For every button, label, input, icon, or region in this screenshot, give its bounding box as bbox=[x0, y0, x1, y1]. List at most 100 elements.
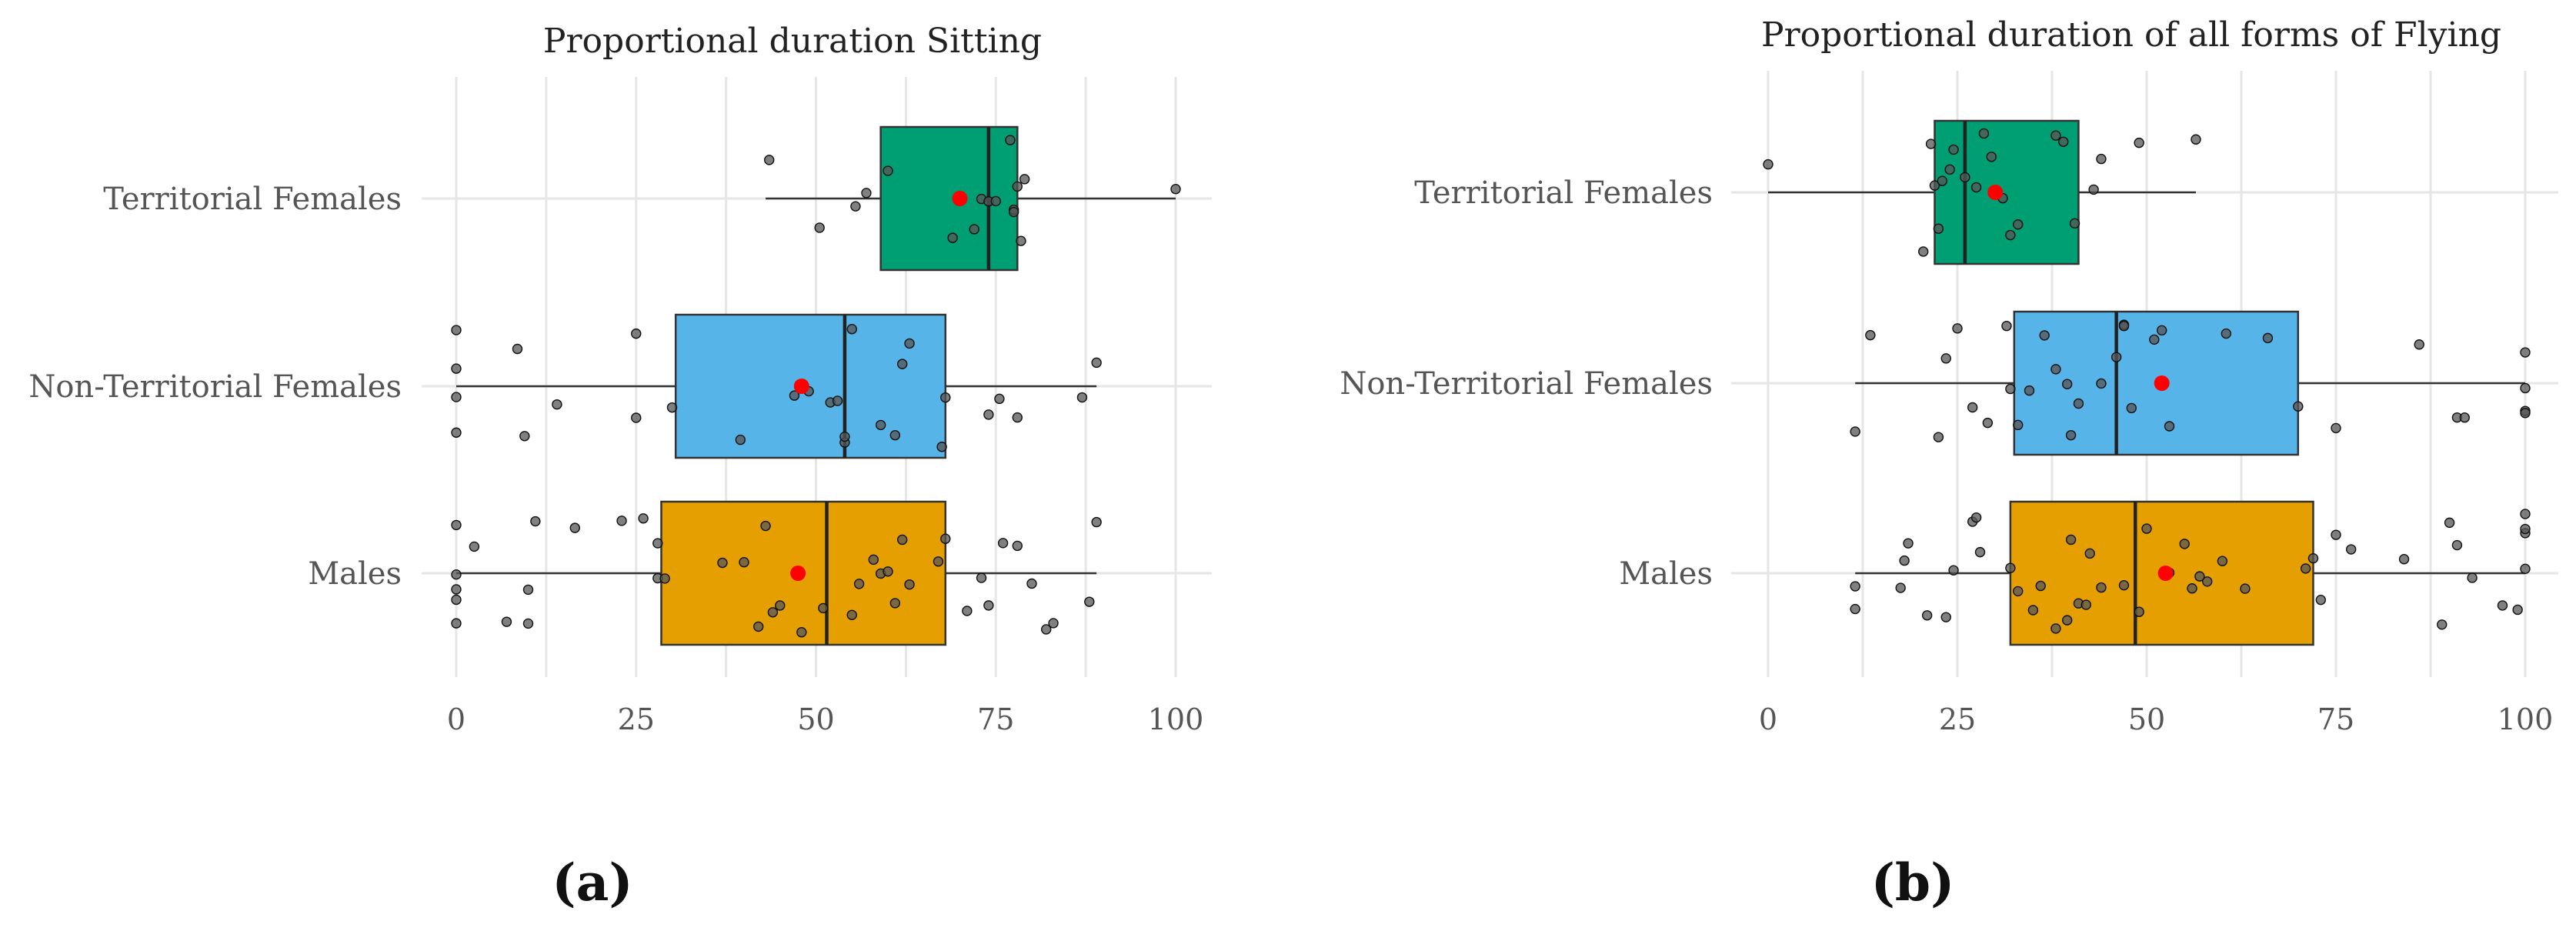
data-point bbox=[1970, 182, 1982, 193]
x-tick-label: 100 bbox=[1148, 702, 1204, 736]
category-label: Males bbox=[1619, 556, 1713, 592]
data-point bbox=[652, 538, 663, 549]
box bbox=[1934, 119, 2080, 265]
data-point bbox=[1170, 184, 1181, 195]
data-point bbox=[2065, 534, 2077, 546]
data-point bbox=[2331, 529, 2341, 540]
data-point bbox=[1944, 164, 1955, 175]
data-point bbox=[2096, 582, 2107, 593]
data-point bbox=[983, 409, 994, 420]
data-point bbox=[451, 325, 462, 335]
data-point bbox=[552, 399, 562, 410]
data-point bbox=[2050, 364, 2061, 375]
x-tick-label: 25 bbox=[618, 702, 655, 736]
data-point bbox=[1091, 516, 1102, 528]
data-point bbox=[2027, 605, 2039, 616]
data-point bbox=[832, 395, 843, 406]
data-point bbox=[764, 155, 775, 165]
data-point bbox=[1952, 323, 1963, 334]
data-point bbox=[2300, 563, 2311, 574]
data-point bbox=[2141, 523, 2152, 534]
data-point bbox=[501, 616, 512, 627]
data-point bbox=[789, 390, 800, 401]
data-point bbox=[1076, 392, 1088, 403]
panel-label: (a) bbox=[552, 853, 632, 913]
data-point bbox=[889, 598, 901, 609]
data-point bbox=[2156, 325, 2167, 336]
category-label: Non-Territorial Females bbox=[1340, 366, 1713, 402]
x-tick-label: 100 bbox=[2498, 702, 2554, 736]
data-point bbox=[2202, 576, 2213, 587]
data-point bbox=[2187, 583, 2197, 594]
data-point bbox=[1960, 172, 1970, 183]
data-point bbox=[846, 609, 857, 620]
mean-point bbox=[952, 191, 968, 206]
category-label: Males bbox=[308, 556, 402, 592]
data-point bbox=[519, 431, 530, 442]
data-point bbox=[1005, 135, 1016, 145]
data-point bbox=[2217, 556, 2228, 566]
data-point bbox=[1012, 412, 1023, 423]
data-point bbox=[2050, 130, 2061, 141]
data-point bbox=[889, 429, 901, 441]
data-point bbox=[451, 392, 462, 402]
x-tick-label: 50 bbox=[2128, 702, 2165, 736]
data-point bbox=[846, 324, 857, 335]
data-point bbox=[1903, 538, 1914, 549]
data-point bbox=[1012, 540, 1023, 552]
data-point bbox=[451, 363, 462, 374]
data-point bbox=[853, 579, 865, 589]
data-point bbox=[2065, 429, 2077, 441]
data-point bbox=[2520, 408, 2531, 419]
data-point bbox=[1948, 144, 1959, 155]
data-point bbox=[2345, 544, 2357, 555]
data-point bbox=[2262, 332, 2274, 344]
mean-point bbox=[793, 379, 809, 394]
panel-label: (b) bbox=[1871, 853, 1955, 913]
data-point bbox=[775, 600, 786, 611]
x-tick-label: 0 bbox=[447, 702, 465, 736]
data-point bbox=[1850, 581, 1860, 592]
data-point bbox=[1016, 235, 1026, 246]
data-point bbox=[1940, 353, 1951, 364]
data-point bbox=[1918, 246, 1929, 257]
data-point bbox=[2520, 347, 2531, 358]
data-point bbox=[2293, 401, 2304, 412]
data-point bbox=[2024, 385, 2035, 396]
data-point bbox=[904, 338, 915, 349]
data-point bbox=[2221, 328, 2232, 339]
data-point bbox=[2179, 539, 2190, 549]
data-point bbox=[2191, 134, 2201, 145]
data-point bbox=[1048, 618, 1059, 629]
data-point bbox=[2194, 571, 2205, 582]
data-point bbox=[2126, 402, 2137, 414]
data-point bbox=[717, 557, 728, 569]
data-point bbox=[2459, 412, 2470, 423]
x-tick-label: 75 bbox=[977, 702, 1014, 736]
data-point bbox=[2451, 539, 2463, 551]
data-point bbox=[1019, 174, 1030, 185]
data-point bbox=[1933, 432, 1944, 442]
data-point bbox=[2084, 548, 2095, 559]
data-point bbox=[2096, 378, 2107, 389]
chart-panel-b: Proportional duration of all forms of Fl… bbox=[1340, 15, 2558, 913]
data-point bbox=[1937, 175, 1948, 186]
data-point bbox=[451, 594, 462, 606]
mean-point bbox=[2157, 566, 2174, 581]
data-point bbox=[2467, 572, 2478, 583]
data-point bbox=[522, 584, 534, 596]
data-point bbox=[861, 188, 872, 199]
data-point bbox=[2005, 562, 2016, 573]
data-point bbox=[512, 343, 523, 355]
data-point bbox=[2080, 599, 2091, 610]
data-point bbox=[896, 359, 908, 369]
data-point bbox=[2307, 552, 2319, 564]
data-point bbox=[2039, 330, 2050, 341]
data-point bbox=[1084, 596, 1095, 607]
data-point bbox=[1970, 512, 1982, 523]
data-point bbox=[1925, 138, 1937, 149]
data-point bbox=[2520, 509, 2531, 519]
data-point bbox=[1921, 610, 1933, 621]
data-point bbox=[767, 607, 779, 618]
